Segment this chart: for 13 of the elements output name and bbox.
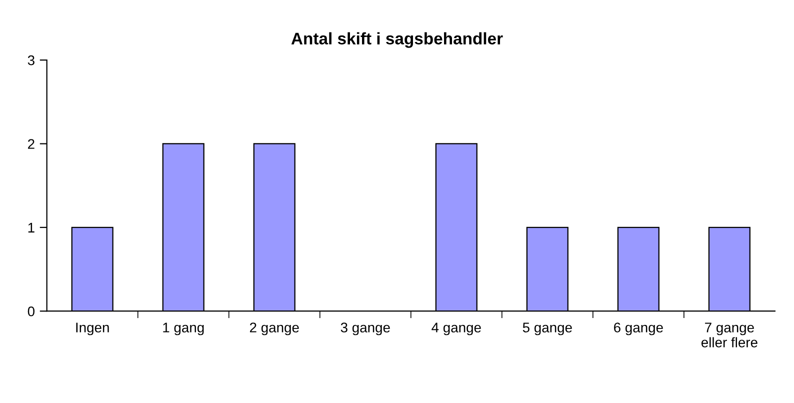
x-tick-label: 6 gange xyxy=(614,322,663,336)
x-tick-label: 5 gange xyxy=(522,322,572,336)
x-tick-label: 2 gange xyxy=(250,322,299,336)
chart-title: Antal skift i sagsbehandler xyxy=(291,32,503,48)
y-tick-label: 2 xyxy=(28,139,34,149)
x-tick-label: Ingen xyxy=(76,322,109,336)
x-tick-label: 1 gang xyxy=(163,322,204,336)
x-tick-label: 4 gange xyxy=(432,322,481,336)
y-tick-label: 3 xyxy=(28,55,34,66)
x-tick-label: 3 gange xyxy=(340,322,390,336)
y-tick-label: 0 xyxy=(28,306,34,316)
y-tick-label: 1 xyxy=(28,222,34,232)
x-tick-label: 7 gange eller flere xyxy=(701,322,758,348)
